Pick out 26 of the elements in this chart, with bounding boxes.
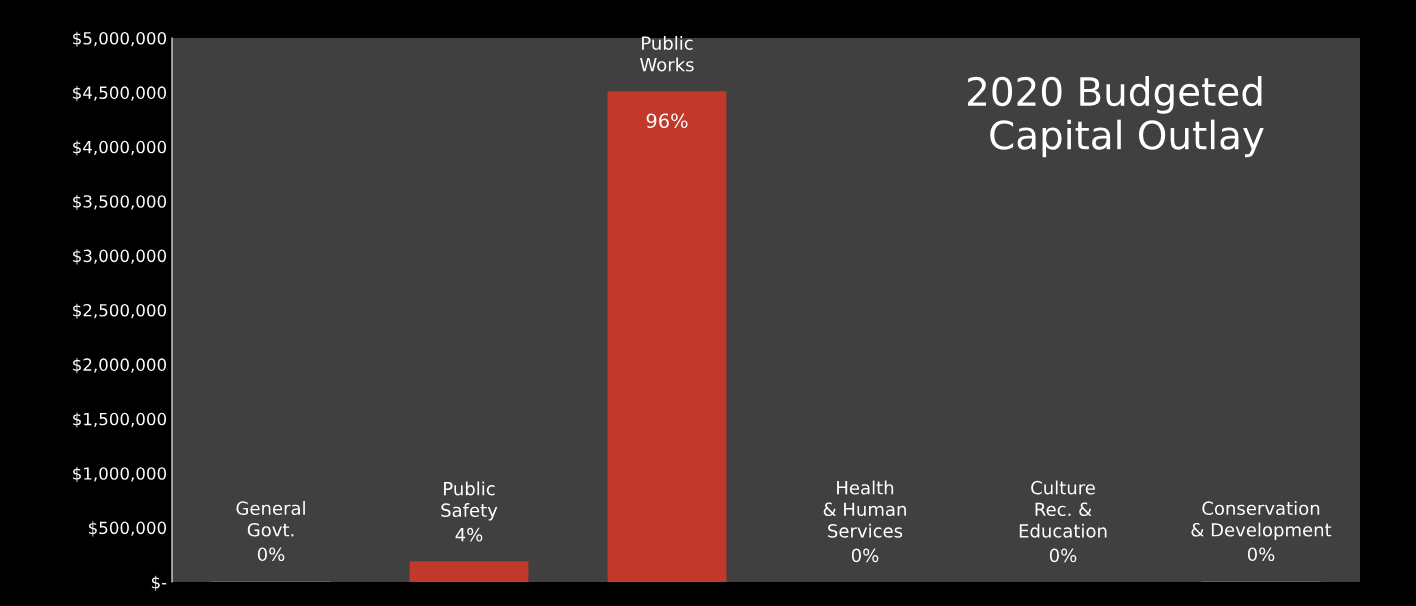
x-tick-label: Conservation & Development — [1191, 501, 1332, 541]
text: 2020 Budgeted Capital Outlay — [967, 76, 1264, 158]
y-tick-label: $1,000,000 — [73, 466, 167, 482]
y-tick-label: $1,500,000 — [73, 412, 167, 428]
x-tick-label: Public Works — [640, 35, 694, 72]
y-tick-label: $3,500,000 — [73, 194, 167, 210]
x-tick-label: Culture Rec. & Education — [1019, 480, 1107, 538]
x-tick-label: General Govt. — [236, 501, 305, 537]
bar — [409, 561, 529, 582]
y-tick-label: $3,000,000 — [73, 249, 167, 265]
bar — [607, 91, 727, 582]
x-tick-label: Public Safety — [441, 481, 498, 521]
y-tick-label: $4,000,000 — [73, 140, 167, 156]
annotation: 96% — [646, 113, 688, 129]
y-tick-label: $2,500,000 — [73, 303, 167, 319]
annotation: 4% — [455, 527, 483, 542]
y-tick-label: $500,000 — [89, 521, 167, 537]
y-tick-label: $5,000,000 — [73, 31, 167, 47]
y-tick-label: $- — [151, 575, 167, 591]
x-tick-label: Health & Human Services — [823, 480, 906, 538]
y-tick-label: $4,500,000 — [73, 86, 167, 102]
annotation: 0% — [257, 547, 285, 562]
y-tick-label: $2,000,000 — [73, 358, 167, 374]
annotation: 0% — [1049, 548, 1077, 563]
annotation: 0% — [1247, 547, 1275, 562]
annotation: 0% — [851, 548, 879, 563]
